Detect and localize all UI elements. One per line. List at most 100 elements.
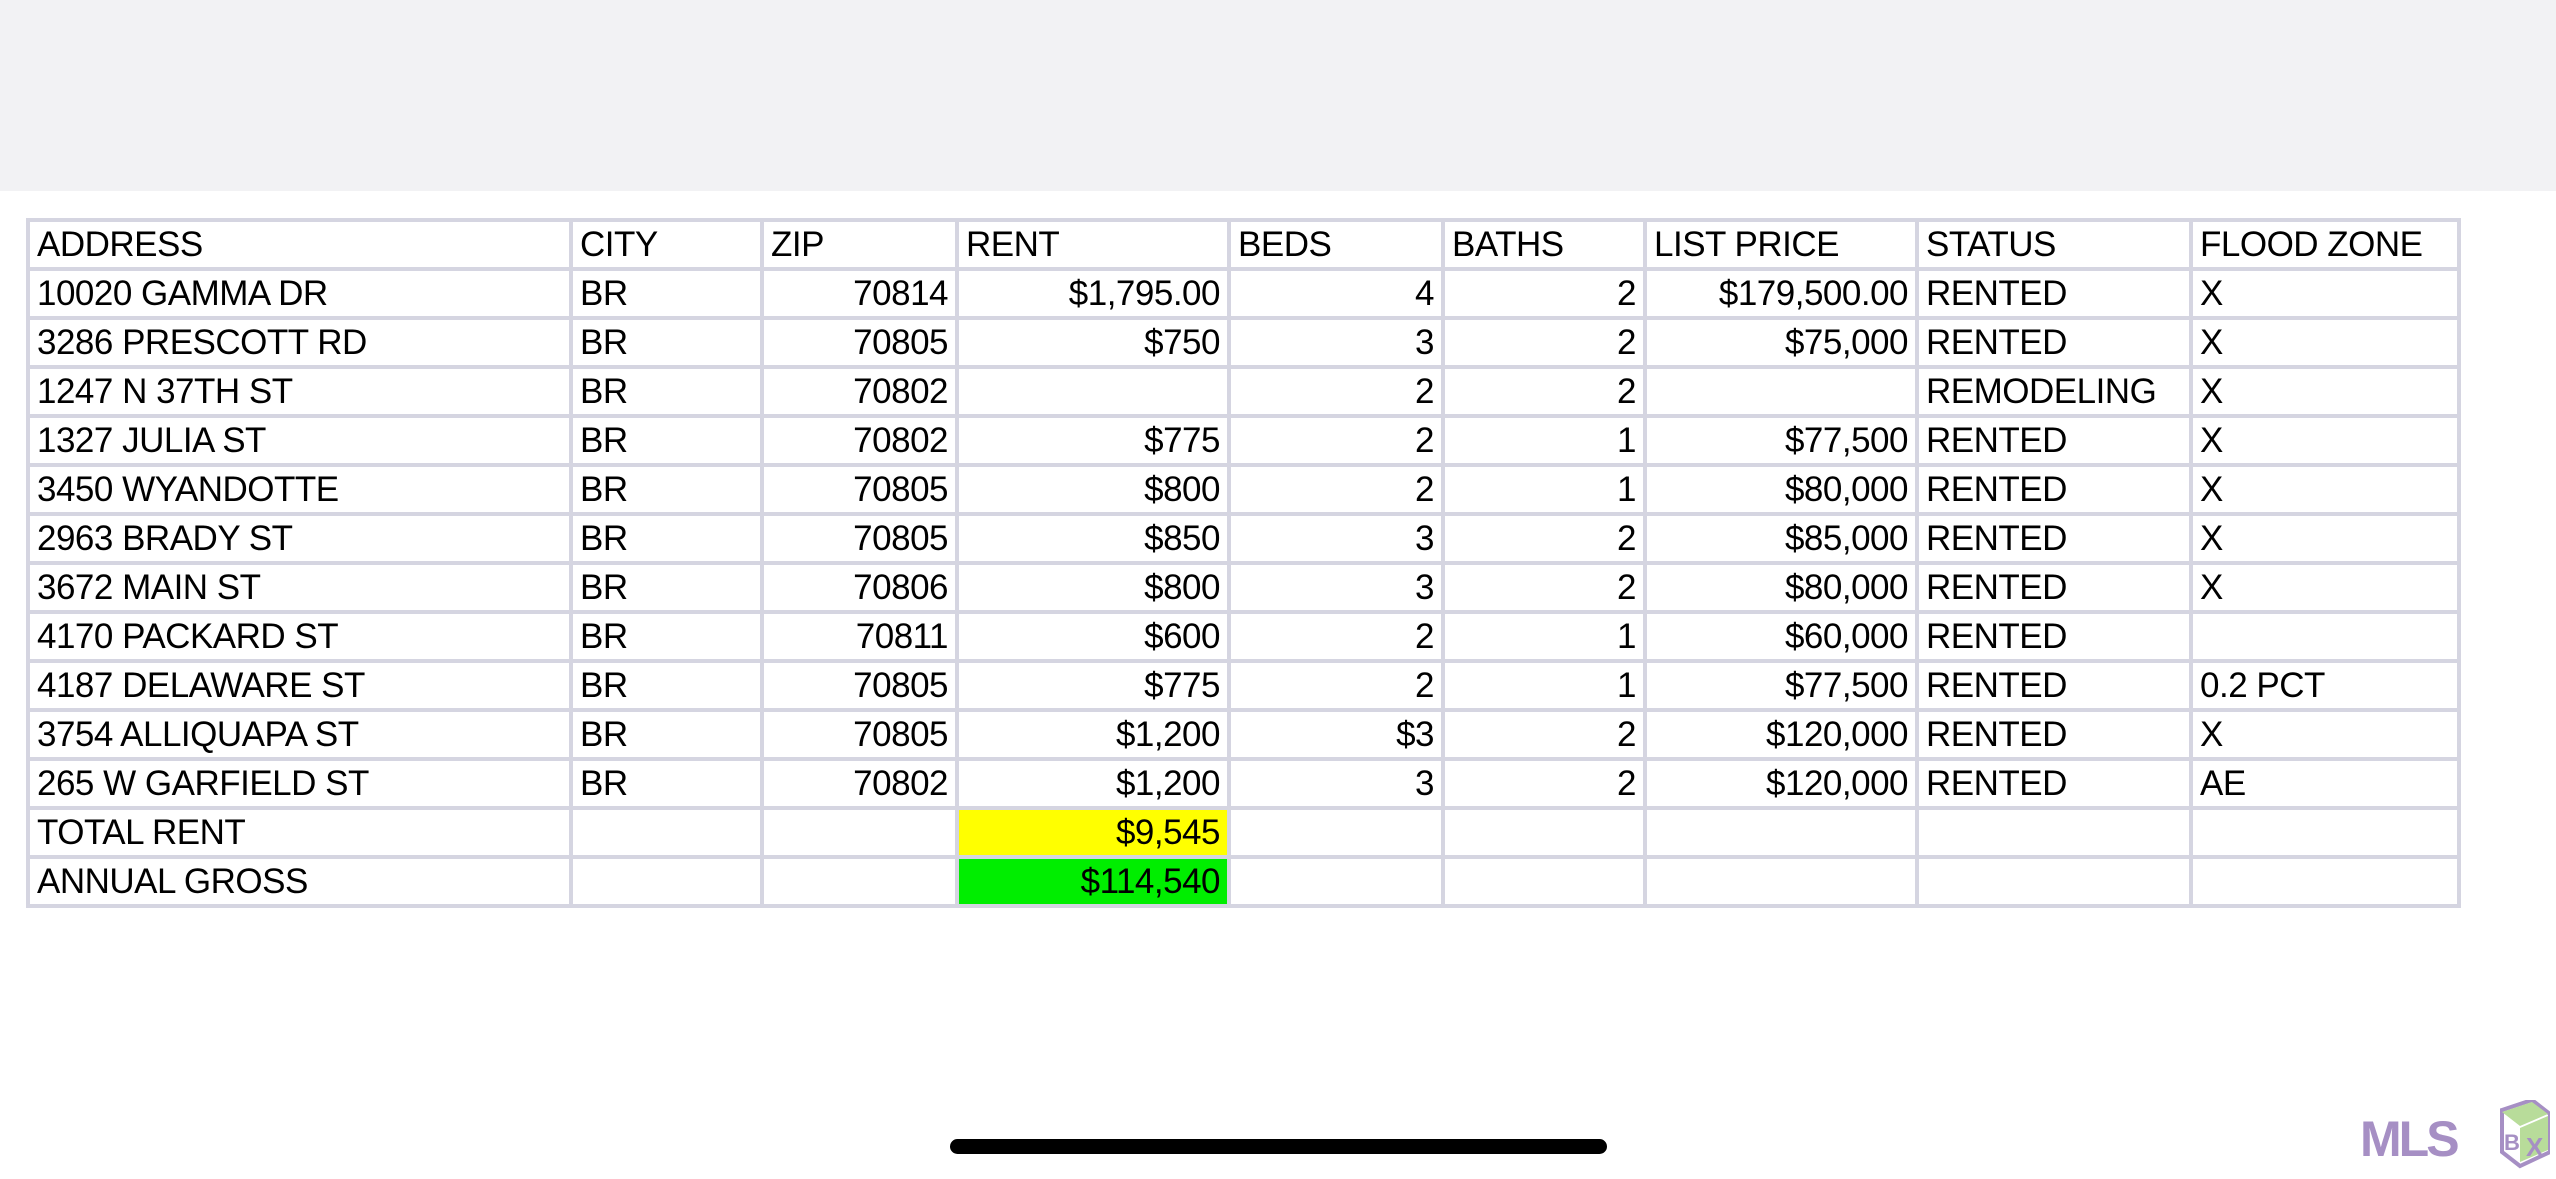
cell-rent[interactable]: $750 bbox=[955, 316, 1231, 369]
cell-status[interactable]: RENTED bbox=[1915, 708, 2193, 761]
annual-gross-label[interactable]: ANNUAL GROSS bbox=[26, 855, 573, 908]
cell-address[interactable]: 3672 MAIN ST bbox=[26, 561, 573, 614]
cell-city[interactable]: BR bbox=[569, 512, 764, 565]
cell-baths[interactable]: 2 bbox=[1441, 316, 1647, 369]
cell-status[interactable]: REMODELING bbox=[1915, 365, 2193, 418]
cell-address[interactable]: 265 W GARFIELD ST bbox=[26, 757, 573, 810]
cell-status[interactable]: RENTED bbox=[1915, 561, 2193, 614]
empty-cell[interactable] bbox=[760, 855, 959, 908]
cell-zip[interactable]: 70811 bbox=[760, 610, 959, 663]
cell-list-price[interactable]: $80,000 bbox=[1643, 561, 1919, 614]
cell-baths[interactable]: 1 bbox=[1441, 414, 1647, 467]
cell-city[interactable]: BR bbox=[569, 610, 764, 663]
cell-flood-zone[interactable]: X bbox=[2189, 414, 2461, 467]
cell-baths[interactable]: 1 bbox=[1441, 610, 1647, 663]
empty-cell[interactable] bbox=[1643, 806, 1919, 859]
cell-flood-zone[interactable]: X bbox=[2189, 365, 2461, 418]
cell-beds[interactable]: 2 bbox=[1227, 365, 1445, 418]
header-flood-zone[interactable]: FLOOD ZONE bbox=[2189, 218, 2461, 271]
header-city[interactable]: CITY bbox=[569, 218, 764, 271]
cell-address[interactable]: 3450 WYANDOTTE bbox=[26, 463, 573, 516]
cell-flood-zone[interactable] bbox=[2189, 610, 2461, 663]
cell-status[interactable]: RENTED bbox=[1915, 757, 2193, 810]
cell-list-price[interactable]: $120,000 bbox=[1643, 757, 1919, 810]
empty-cell[interactable] bbox=[2189, 855, 2461, 908]
cell-beds[interactable]: 2 bbox=[1227, 610, 1445, 663]
cell-zip[interactable]: 70802 bbox=[760, 365, 959, 418]
cell-rent[interactable] bbox=[955, 365, 1231, 418]
empty-cell[interactable] bbox=[1915, 855, 2193, 908]
cell-status[interactable]: RENTED bbox=[1915, 512, 2193, 565]
empty-cell[interactable] bbox=[1441, 806, 1647, 859]
cell-city[interactable]: BR bbox=[569, 659, 764, 712]
cell-rent[interactable]: $1,200 bbox=[955, 708, 1231, 761]
cell-city[interactable]: BR bbox=[569, 267, 764, 320]
cell-baths[interactable]: 2 bbox=[1441, 267, 1647, 320]
cell-address[interactable]: 1247 N 37TH ST bbox=[26, 365, 573, 418]
header-rent[interactable]: RENT bbox=[955, 218, 1231, 271]
cell-rent[interactable]: $800 bbox=[955, 463, 1231, 516]
cell-zip[interactable]: 70802 bbox=[760, 757, 959, 810]
cell-rent[interactable]: $1,200 bbox=[955, 757, 1231, 810]
cell-beds[interactable]: 3 bbox=[1227, 316, 1445, 369]
header-status[interactable]: STATUS bbox=[1915, 218, 2193, 271]
cell-status[interactable]: RENTED bbox=[1915, 267, 2193, 320]
cell-zip[interactable]: 70805 bbox=[760, 659, 959, 712]
cell-baths[interactable]: 1 bbox=[1441, 659, 1647, 712]
cell-flood-zone[interactable]: AE bbox=[2189, 757, 2461, 810]
cell-address[interactable]: 4187 DELAWARE ST bbox=[26, 659, 573, 712]
cell-beds[interactable]: 3 bbox=[1227, 757, 1445, 810]
empty-cell[interactable] bbox=[1227, 806, 1445, 859]
cell-beds[interactable]: 3 bbox=[1227, 561, 1445, 614]
cell-city[interactable]: BR bbox=[569, 561, 764, 614]
cell-rent[interactable]: $775 bbox=[955, 659, 1231, 712]
cell-zip[interactable]: 70805 bbox=[760, 708, 959, 761]
cell-list-price[interactable]: $80,000 bbox=[1643, 463, 1919, 516]
empty-cell[interactable] bbox=[569, 806, 764, 859]
cell-zip[interactable]: 70806 bbox=[760, 561, 959, 614]
cell-zip[interactable]: 70805 bbox=[760, 512, 959, 565]
cell-status[interactable]: RENTED bbox=[1915, 414, 2193, 467]
cell-status[interactable]: RENTED bbox=[1915, 659, 2193, 712]
cell-baths[interactable]: 2 bbox=[1441, 365, 1647, 418]
cell-zip[interactable]: 70802 bbox=[760, 414, 959, 467]
cell-baths[interactable]: 2 bbox=[1441, 757, 1647, 810]
empty-cell[interactable] bbox=[1441, 855, 1647, 908]
cell-address[interactable]: 2963 BRADY ST bbox=[26, 512, 573, 565]
cell-list-price[interactable]: $179,500.00 bbox=[1643, 267, 1919, 320]
cell-zip[interactable]: 70805 bbox=[760, 316, 959, 369]
header-baths[interactable]: BATHS bbox=[1441, 218, 1647, 271]
cell-baths[interactable]: 2 bbox=[1441, 561, 1647, 614]
cell-address[interactable]: 10020 GAMMA DR bbox=[26, 267, 573, 320]
header-zip[interactable]: ZIP bbox=[760, 218, 959, 271]
cell-beds[interactable]: 4 bbox=[1227, 267, 1445, 320]
empty-cell[interactable] bbox=[1227, 855, 1445, 908]
total-rent-value[interactable]: $9,545 bbox=[955, 806, 1231, 859]
cell-rent[interactable]: $800 bbox=[955, 561, 1231, 614]
empty-cell[interactable] bbox=[1915, 806, 2193, 859]
empty-cell[interactable] bbox=[1643, 855, 1919, 908]
cell-address[interactable]: 3754 ALLIQUAPA ST bbox=[26, 708, 573, 761]
cell-flood-zone[interactable]: X bbox=[2189, 512, 2461, 565]
annual-gross-value[interactable]: $114,540 bbox=[955, 855, 1231, 908]
cell-list-price[interactable] bbox=[1643, 365, 1919, 418]
cell-baths[interactable]: 2 bbox=[1441, 512, 1647, 565]
header-list-price[interactable]: LIST PRICE bbox=[1643, 218, 1919, 271]
home-indicator[interactable] bbox=[950, 1139, 1607, 1154]
cell-flood-zone[interactable]: X bbox=[2189, 708, 2461, 761]
cell-status[interactable]: RENTED bbox=[1915, 316, 2193, 369]
cell-beds[interactable]: 3 bbox=[1227, 512, 1445, 565]
cell-address[interactable]: 3286 PRESCOTT RD bbox=[26, 316, 573, 369]
header-address[interactable]: ADDRESS bbox=[26, 218, 573, 271]
cell-status[interactable]: RENTED bbox=[1915, 610, 2193, 663]
cell-rent[interactable]: $850 bbox=[955, 512, 1231, 565]
cell-beds[interactable]: $3 bbox=[1227, 708, 1445, 761]
cell-flood-zone[interactable]: 0.2 PCT bbox=[2189, 659, 2461, 712]
cell-address[interactable]: 1327 JULIA ST bbox=[26, 414, 573, 467]
cell-city[interactable]: BR bbox=[569, 463, 764, 516]
cell-city[interactable]: BR bbox=[569, 708, 764, 761]
cell-flood-zone[interactable]: X bbox=[2189, 561, 2461, 614]
cell-list-price[interactable]: $77,500 bbox=[1643, 659, 1919, 712]
cell-list-price[interactable]: $120,000 bbox=[1643, 708, 1919, 761]
empty-cell[interactable] bbox=[569, 855, 764, 908]
